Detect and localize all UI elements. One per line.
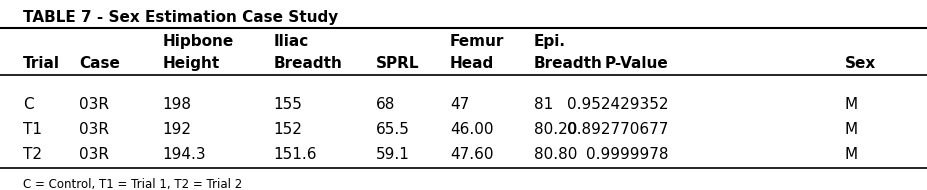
Text: C = Control, T1 = Trial 1, T2 = Trial 2: C = Control, T1 = Trial 1, T2 = Trial 2 xyxy=(23,178,242,190)
Text: Case: Case xyxy=(79,56,120,71)
Text: 151.6: 151.6 xyxy=(273,147,317,162)
Text: 155: 155 xyxy=(273,97,302,112)
Text: T2: T2 xyxy=(23,147,42,162)
Text: 0.892770677: 0.892770677 xyxy=(566,122,667,137)
Text: Femur: Femur xyxy=(450,34,504,49)
Text: 0.952429352: 0.952429352 xyxy=(566,97,667,112)
Text: 81: 81 xyxy=(533,97,552,112)
Text: Hipbone: Hipbone xyxy=(162,34,234,49)
Text: 0.9999978: 0.9999978 xyxy=(585,147,667,162)
Text: Sex: Sex xyxy=(844,56,875,71)
Text: 198: 198 xyxy=(162,97,191,112)
Text: 03R: 03R xyxy=(79,122,108,137)
Text: C: C xyxy=(23,97,33,112)
Text: 194.3: 194.3 xyxy=(162,147,206,162)
Text: Breadth: Breadth xyxy=(273,56,342,71)
Text: 03R: 03R xyxy=(79,97,108,112)
Text: Trial: Trial xyxy=(23,56,60,71)
Text: M: M xyxy=(844,122,857,137)
Text: 192: 192 xyxy=(162,122,191,137)
Text: Height: Height xyxy=(162,56,220,71)
Text: Head: Head xyxy=(450,56,494,71)
Text: 68: 68 xyxy=(375,97,395,112)
Text: 152: 152 xyxy=(273,122,302,137)
Text: M: M xyxy=(844,97,857,112)
Text: Iliac: Iliac xyxy=(273,34,309,49)
Text: 65.5: 65.5 xyxy=(375,122,410,137)
Text: TABLE 7 - Sex Estimation Case Study: TABLE 7 - Sex Estimation Case Study xyxy=(23,10,338,25)
Text: 80.20: 80.20 xyxy=(533,122,577,137)
Text: 47: 47 xyxy=(450,97,469,112)
Text: 03R: 03R xyxy=(79,147,108,162)
Text: Epi.: Epi. xyxy=(533,34,565,49)
Text: Breadth: Breadth xyxy=(533,56,602,71)
Text: 80.80: 80.80 xyxy=(533,147,577,162)
Text: 46.00: 46.00 xyxy=(450,122,493,137)
Text: M: M xyxy=(844,147,857,162)
Text: P-Value: P-Value xyxy=(603,56,667,71)
Text: T1: T1 xyxy=(23,122,42,137)
Text: 47.60: 47.60 xyxy=(450,147,493,162)
Text: 59.1: 59.1 xyxy=(375,147,410,162)
Text: SPRL: SPRL xyxy=(375,56,419,71)
